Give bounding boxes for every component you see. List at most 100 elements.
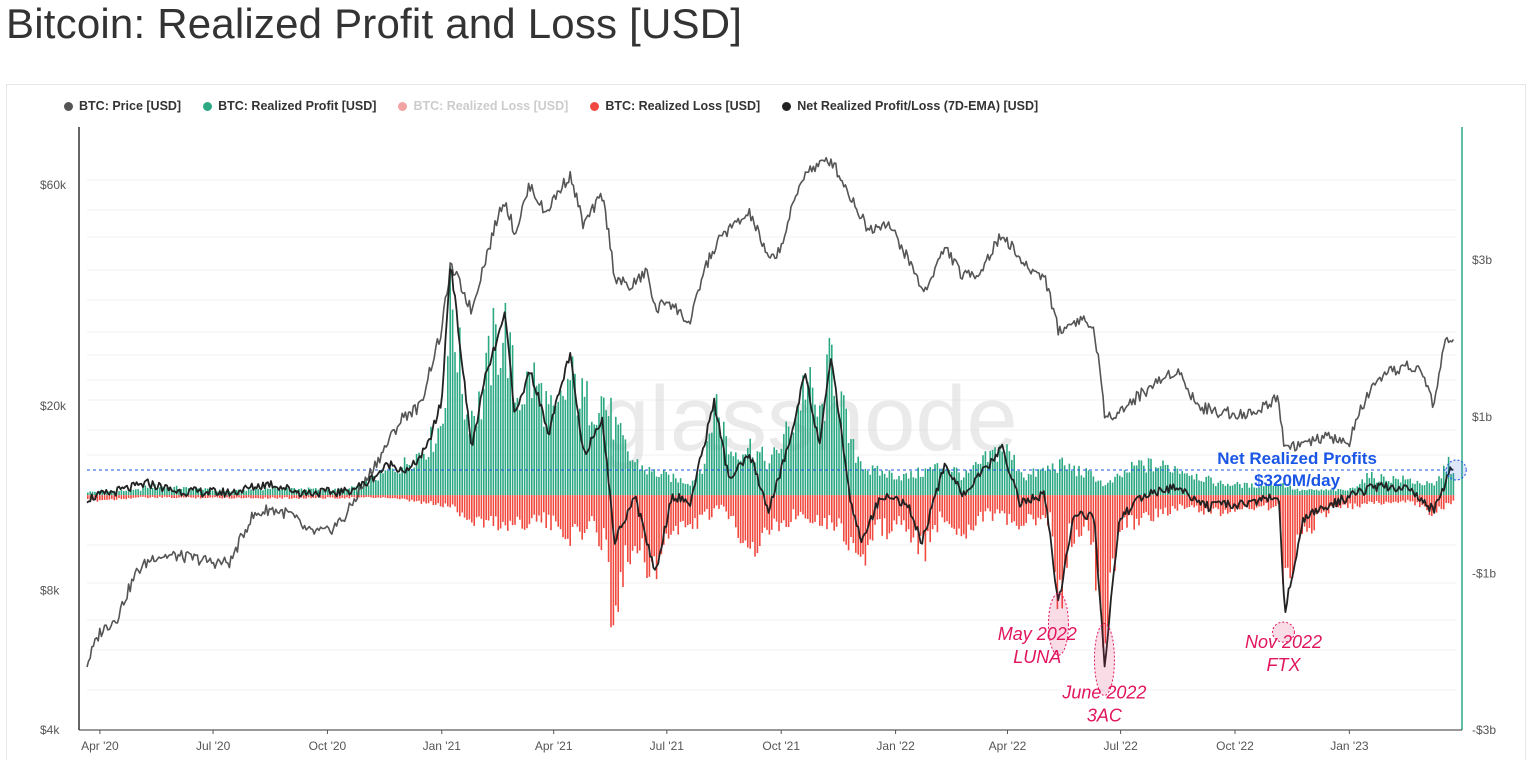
profit-bar <box>1342 489 1344 496</box>
loss-bar <box>207 495 209 498</box>
loss-bar <box>274 495 276 499</box>
profit-bar <box>588 425 591 495</box>
loss-bar <box>732 495 735 516</box>
profit-bar <box>595 424 598 496</box>
loss-bar <box>1037 495 1039 518</box>
profit-bar <box>1272 486 1275 496</box>
loss-bar <box>725 495 727 512</box>
loss-bar <box>1011 495 1013 523</box>
profit-bar <box>1152 471 1155 496</box>
legend-item-realized-loss-hidden[interactable]: BTC: Realized Loss [USD] <box>398 97 568 115</box>
loss-bar <box>161 495 163 498</box>
loss-bar <box>1361 495 1363 504</box>
profit-bar <box>245 491 247 495</box>
loss-bar <box>130 495 132 499</box>
chart-legend: BTC: Price [USD] BTC: Realized Profit [U… <box>64 97 1038 115</box>
loss-bar <box>809 495 811 523</box>
profit-bar <box>142 487 144 495</box>
legend-item-realized-profit[interactable]: BTC: Realized Profit [USD] <box>203 97 376 115</box>
profit-bar <box>1191 475 1193 496</box>
profit-bar <box>660 474 663 496</box>
profit-bar <box>576 415 579 496</box>
loss-bar <box>1251 495 1253 509</box>
profit-bar <box>317 489 319 496</box>
profit-bar <box>190 490 192 496</box>
loss-bar <box>480 495 483 519</box>
annotations-group: Net Realized Profits $320M/day May 2022 LUN… <box>998 449 1467 726</box>
profit-bar <box>423 453 425 496</box>
loss-bar <box>250 495 252 499</box>
loss-bar <box>101 495 103 501</box>
profit-bar <box>713 405 715 496</box>
loss-bar <box>413 495 415 502</box>
loss-bar <box>595 495 598 533</box>
loss-bar <box>845 495 847 545</box>
loss-bar <box>727 495 730 520</box>
loss-bar <box>1447 495 1450 504</box>
profit-bar <box>886 477 888 495</box>
profit-bar <box>747 447 749 496</box>
profit-bar <box>773 447 775 496</box>
profit-bar <box>991 449 994 496</box>
loss-bar <box>567 495 569 539</box>
loss-bar <box>507 495 509 531</box>
profit-bar <box>1224 485 1227 496</box>
x-tick-label: Apr '22 <box>989 739 1027 753</box>
profit-bar <box>1020 472 1023 496</box>
profit-bar <box>139 490 142 496</box>
loss-bar <box>171 495 173 498</box>
loss-bar <box>703 495 706 512</box>
loss-bar <box>1407 495 1409 500</box>
loss-bar <box>1351 495 1354 510</box>
profit-bar <box>922 476 924 496</box>
loss-bar <box>1090 495 1092 545</box>
loss-bar <box>555 495 557 522</box>
profit-bar <box>1414 483 1416 495</box>
profit-bar <box>900 480 903 496</box>
profit-bar <box>792 432 795 495</box>
loss-bar <box>444 495 447 504</box>
profit-bar <box>216 491 219 495</box>
loss-bar <box>389 495 391 499</box>
loss-bar <box>881 495 883 536</box>
profit-bar <box>1107 482 1109 496</box>
loss-bar <box>463 495 466 518</box>
loss-bar <box>1080 495 1083 536</box>
loss-bar <box>540 495 543 523</box>
loss-bar <box>821 495 823 526</box>
legend-item-net-realized[interactable]: Net Realized Profit/Loss (7D-EMA) [USD] <box>782 97 1038 115</box>
loss-bar <box>211 495 214 498</box>
profit-bar <box>533 362 535 495</box>
loss-bar <box>1207 495 1210 510</box>
profit-bar <box>516 397 519 495</box>
loss-bar <box>1363 495 1366 504</box>
loss-bar <box>783 495 785 521</box>
loss-bar <box>833 495 835 531</box>
legend-item-realized-loss[interactable]: BTC: Realized Loss [USD] <box>590 97 760 115</box>
profit-bar <box>509 332 511 495</box>
annotation-marker <box>1271 621 1295 643</box>
profit-bar <box>1327 490 1330 495</box>
loss-bar <box>1001 495 1003 511</box>
profit-bar <box>1119 475 1121 496</box>
profit-bar <box>283 488 286 495</box>
profit-bar <box>1179 473 1181 496</box>
loss-bar <box>999 495 1001 514</box>
profit-bar <box>790 437 792 496</box>
legend-item-price[interactable]: BTC: Price [USD] <box>64 97 181 115</box>
profit-bar <box>192 488 195 496</box>
loss-bar <box>1186 495 1188 508</box>
loss-bar <box>1366 495 1368 504</box>
profit-bar <box>1193 479 1195 496</box>
profit-bar <box>1241 487 1243 496</box>
loss-bar <box>173 495 175 498</box>
loss-bar <box>1198 495 1200 513</box>
loss-bar <box>1145 495 1147 512</box>
loss-bar <box>187 495 190 497</box>
profit-bar <box>1428 483 1431 496</box>
loss-bar <box>1303 495 1306 527</box>
loss-bar <box>627 495 629 562</box>
loss-bar <box>543 495 545 513</box>
loss-bar <box>1359 495 1361 508</box>
profit-bar <box>706 441 708 496</box>
